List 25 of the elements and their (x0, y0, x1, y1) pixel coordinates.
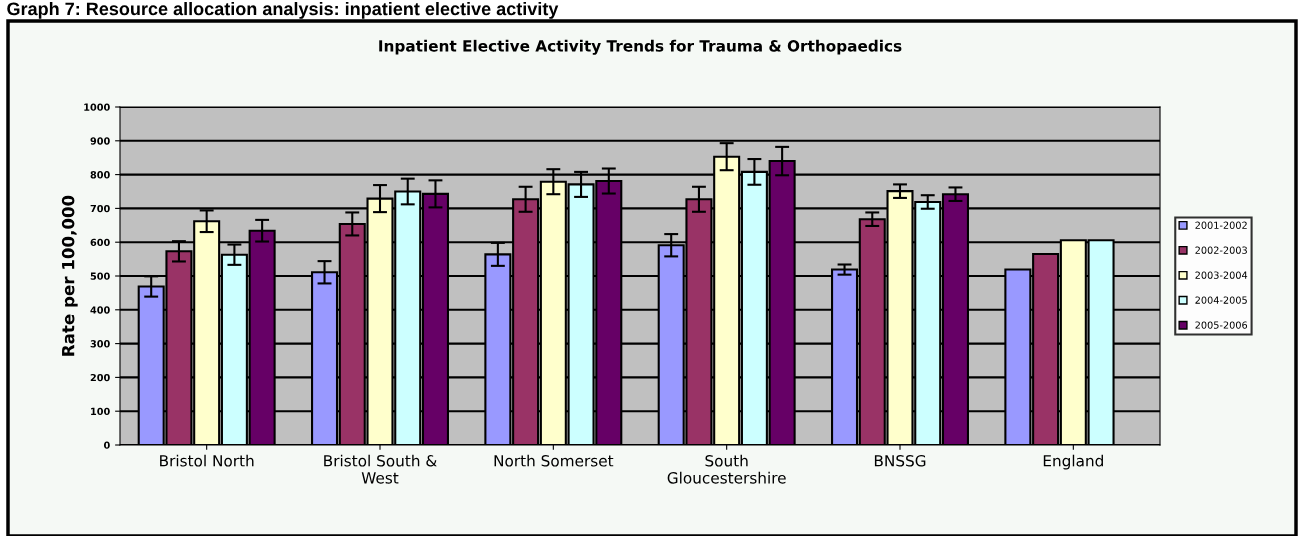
y-axis-title: Rate per 100,000 (61, 195, 78, 356)
chart-title: Inpatient Elective Activity Trends for Trauma & Orthopaedics (379, 39, 902, 55)
y-tick-label: 700 (90, 204, 110, 213)
x-tick-label: Bristol North (160, 454, 254, 467)
legend-label: 2005-2006 (1195, 321, 1248, 329)
y-tick-label: 200 (90, 373, 110, 382)
legend-label: 2001-2002 (1195, 221, 1247, 229)
y-tick-label: 600 (90, 238, 110, 247)
x-tick-label: Bristol South & West (324, 454, 437, 484)
legend-label: 2002-2003 (1195, 246, 1247, 254)
y-tick-label: 900 (90, 137, 110, 145)
y-tick-label: 0 (103, 441, 110, 449)
x-tick-label: BNSSG (874, 454, 926, 467)
legend-label: 2003-2004 (1195, 271, 1248, 279)
legend-label: 2004-2005 (1195, 296, 1247, 304)
y-tick-label: 400 (90, 306, 110, 314)
caption: Graph 7: Resource allocation analysis: inpatient elective activity (7, 2, 559, 19)
y-tick-label: 1000 (84, 103, 110, 111)
y-tick-label: 100 (91, 407, 110, 416)
y-tick-label: 500 (90, 272, 110, 280)
x-tick-label: South Gloucestershire (667, 454, 786, 484)
y-tick-label: 300 (90, 340, 110, 348)
x-tick-label: North Somerset (494, 454, 614, 467)
y-tick-label: 800 (90, 171, 110, 179)
x-tick-label: England (1043, 454, 1103, 470)
